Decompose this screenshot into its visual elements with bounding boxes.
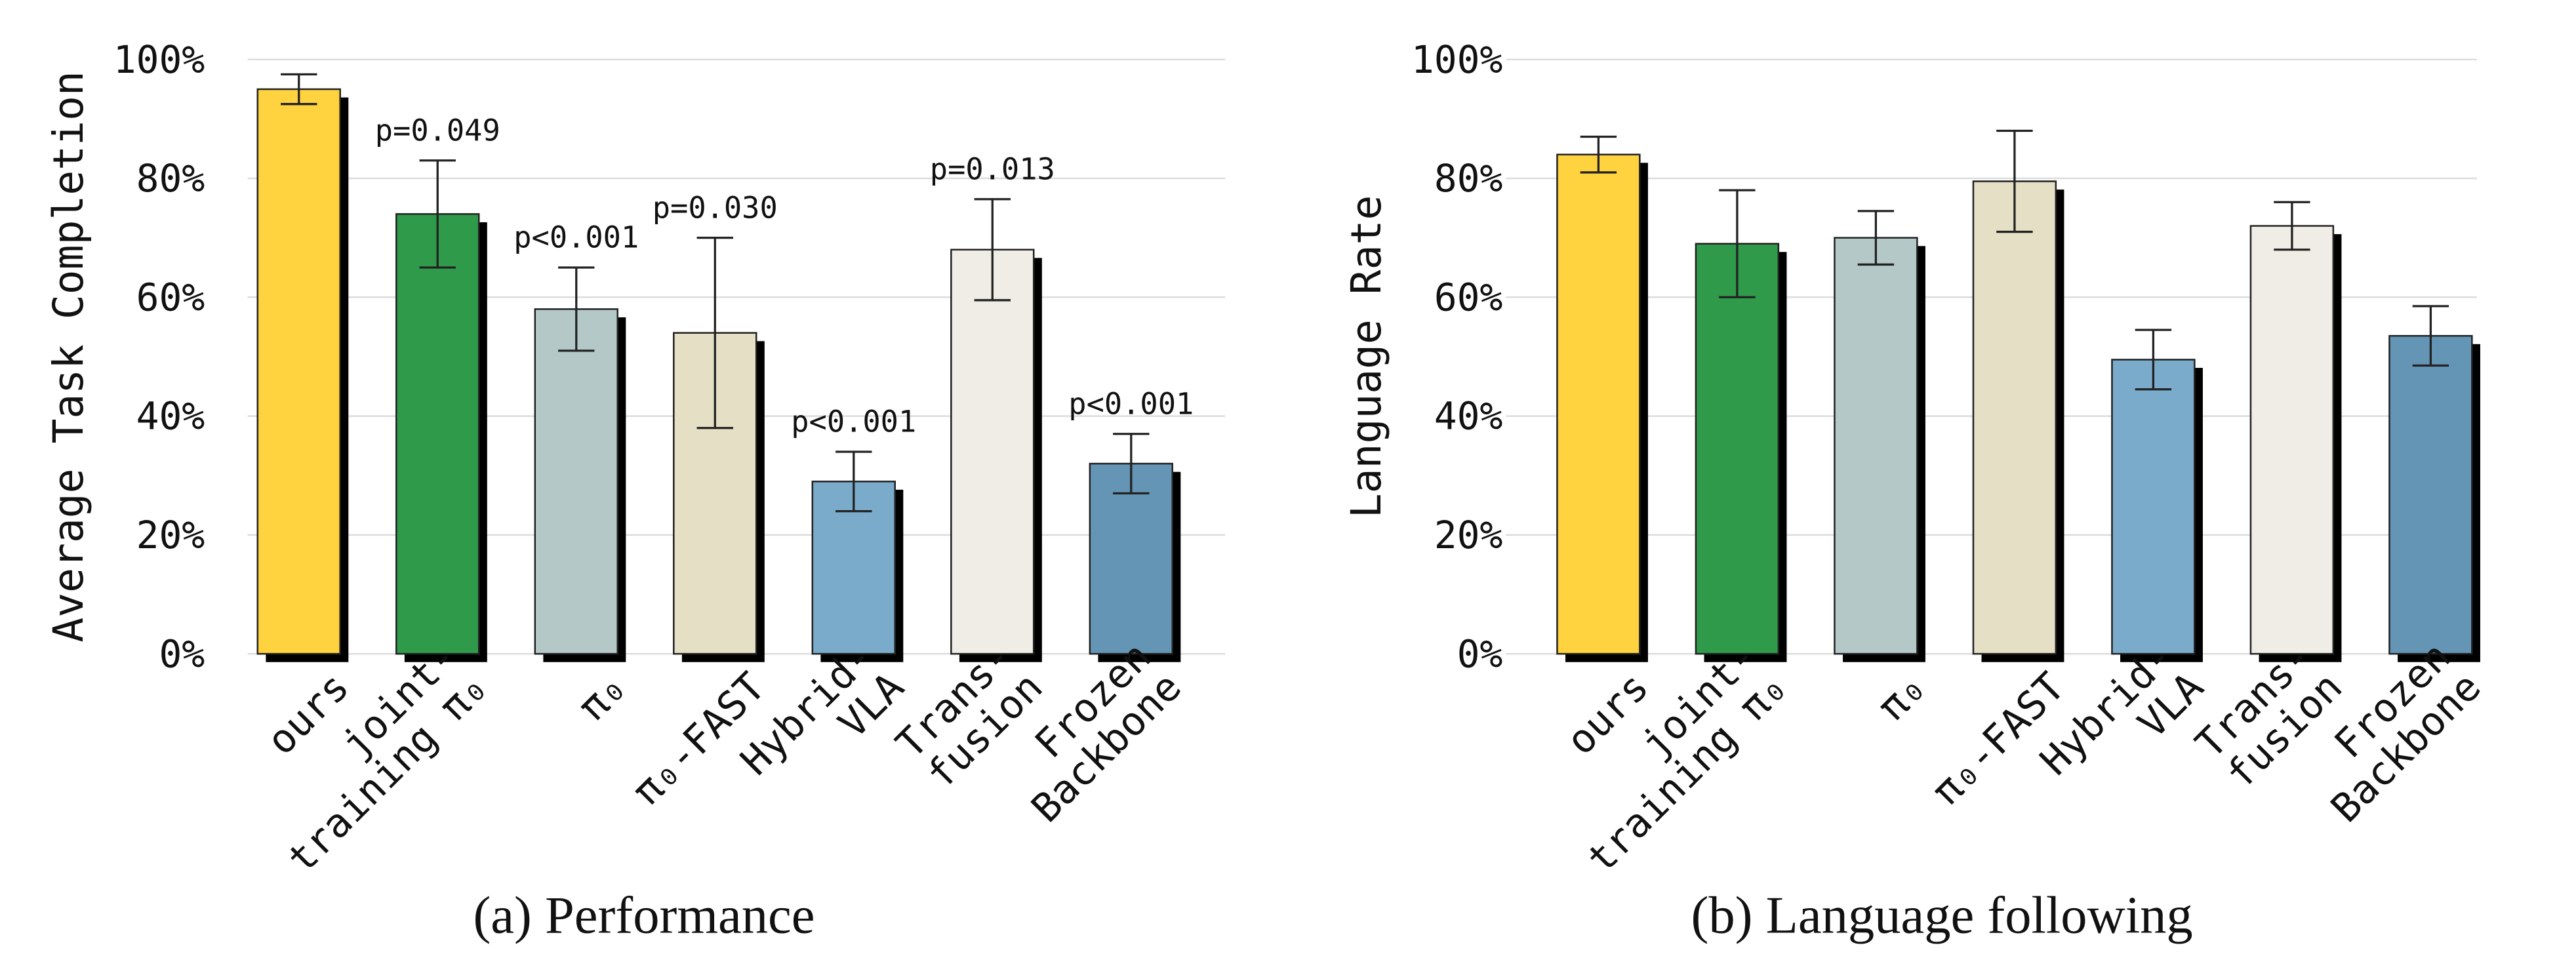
bar — [1556, 153, 1641, 655]
y-tick-label: 60% — [136, 275, 205, 319]
error-bar — [2412, 305, 2449, 367]
error-bar — [1580, 135, 1617, 174]
error-bar — [281, 73, 317, 106]
y-tick-label: 60% — [1434, 275, 1503, 319]
error-bar — [419, 159, 456, 269]
error-bar — [1113, 433, 1150, 495]
error-bar — [1996, 129, 2033, 233]
error-bar — [1857, 210, 1895, 266]
bar — [1089, 462, 1174, 655]
y-tick-label: 0% — [159, 631, 205, 676]
bar — [2249, 225, 2335, 655]
error-bar — [558, 266, 595, 352]
x-tick-label-line: π₀ — [1869, 664, 1935, 730]
x-tick-label: π₀ — [569, 664, 635, 730]
y-axis-label: Average Task Completion — [45, 71, 92, 643]
annotation: p=0.030 — [653, 190, 778, 225]
bar — [2111, 359, 2196, 655]
y-tick-label: 100% — [1411, 37, 1502, 82]
y-tick-label: 80% — [136, 156, 205, 201]
error-bar — [696, 237, 733, 429]
y-tick-label: 40% — [136, 394, 205, 439]
bar — [673, 332, 757, 655]
y-tick-label: 80% — [1434, 156, 1503, 201]
bar — [534, 308, 618, 655]
bar — [256, 88, 341, 655]
error-bar — [1719, 189, 1756, 298]
caption: (b) Language following — [1691, 886, 2193, 945]
annotation: p<0.001 — [791, 405, 916, 439]
x-tick-label: π₀ — [1869, 664, 1935, 730]
x-tick-label: ours — [258, 664, 358, 764]
x-tick-label-line: ours — [258, 664, 358, 764]
error-bar — [974, 198, 1011, 302]
x-tick-label-line: ours — [1558, 664, 1657, 764]
bar — [395, 213, 480, 655]
y-tick-label: 20% — [136, 513, 205, 557]
bar — [2388, 334, 2473, 655]
y-axis-label: Language Rate — [1342, 195, 1390, 519]
error-bar — [2135, 329, 2172, 391]
bar — [1972, 180, 2057, 655]
x-tick-label-line: π₀ — [569, 664, 635, 730]
y-tick-label: 0% — [1457, 631, 1503, 676]
x-tick-label: ours — [1558, 664, 1657, 764]
bar — [1834, 237, 1918, 655]
y-tick-label: 100% — [113, 37, 205, 82]
annotation: p<0.001 — [513, 220, 639, 255]
y-tick-label: 40% — [1434, 394, 1503, 439]
y-tick-label: 20% — [1434, 513, 1503, 557]
bar — [1695, 243, 1780, 655]
annotation: p=0.013 — [930, 152, 1055, 187]
error-bar — [835, 450, 872, 513]
error-bar — [2274, 201, 2310, 251]
bar — [950, 249, 1035, 655]
annotation: p=0.049 — [375, 113, 500, 148]
caption: (a) Performance — [473, 886, 815, 945]
annotation: p<0.001 — [1068, 387, 1194, 422]
